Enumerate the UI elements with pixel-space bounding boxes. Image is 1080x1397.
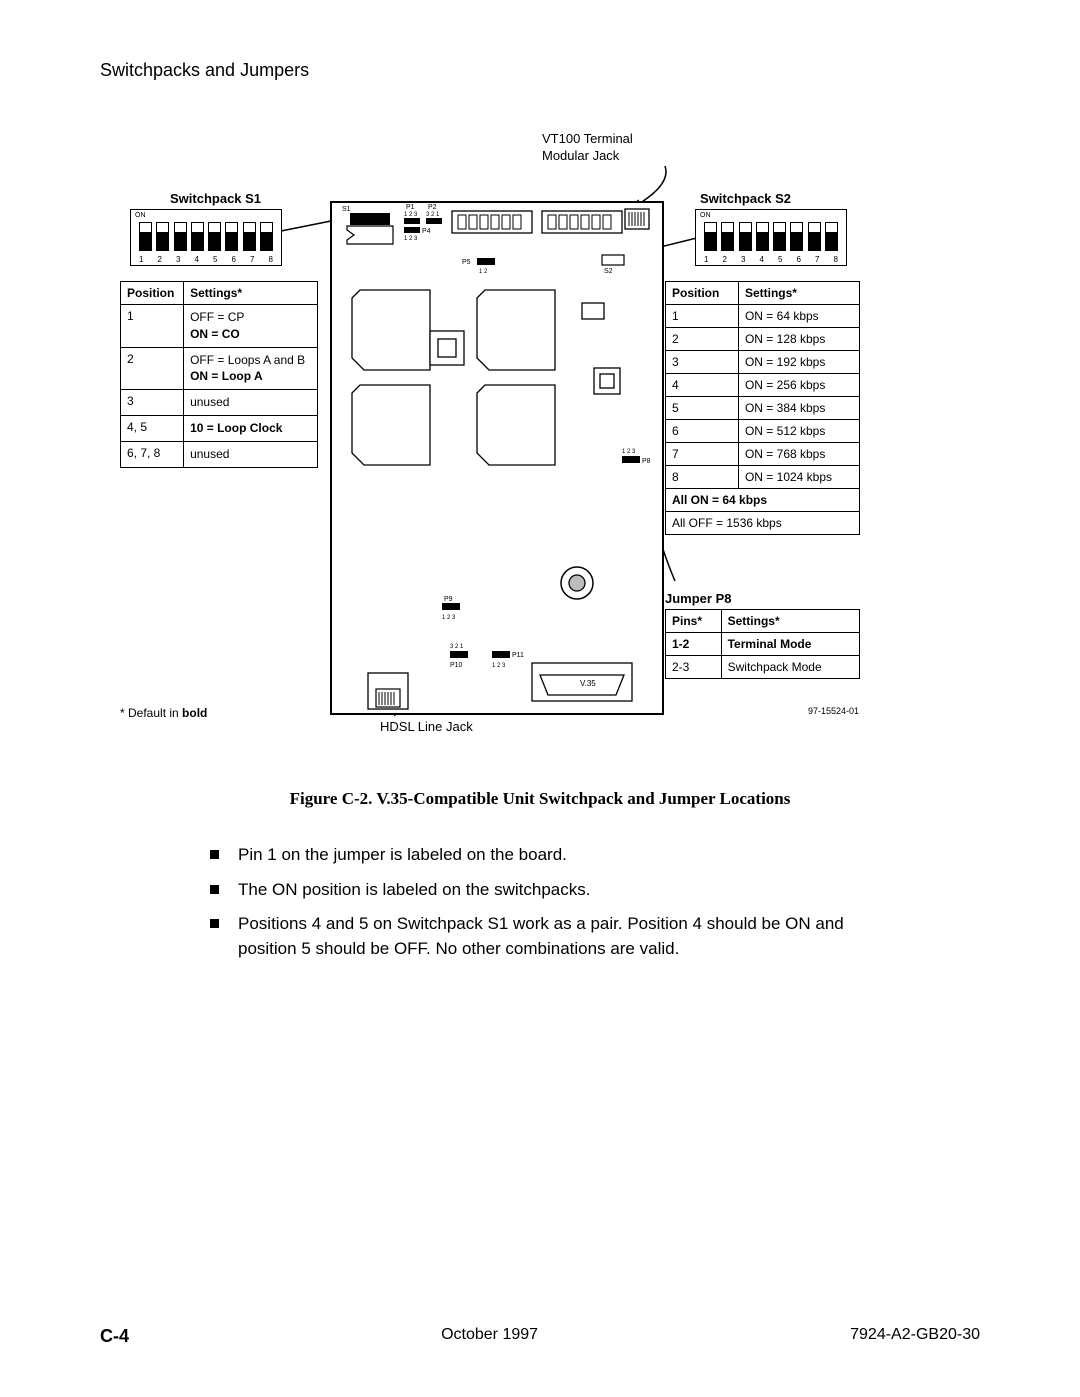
svg-text:1 2 3: 1 2 3 (492, 663, 506, 669)
dip-numbers: 12 34 56 78 (139, 255, 273, 264)
svg-text:1 2 3: 1 2 3 (622, 449, 636, 455)
s1-table: PositionSettings* 1OFF = CPON = CO2OFF =… (120, 281, 318, 468)
svg-text:3 2 1: 3 2 1 (426, 212, 440, 218)
svg-text:1 2: 1 2 (479, 269, 488, 275)
pcb-outline: S1 P1 P2 1 2 3 3 2 1 P4 1 2 3 (330, 201, 664, 715)
svg-text:1 2 3: 1 2 3 (404, 212, 418, 218)
svg-text:1 2 3: 1 2 3 (404, 236, 418, 242)
p8-title: Jumper P8 (665, 591, 731, 608)
svg-text:P5: P5 (462, 259, 471, 266)
note-item: Pin 1 on the jumper is labeled on the bo… (210, 843, 850, 868)
note-item: Positions 4 and 5 on Switchpack S1 work … (210, 912, 850, 961)
svg-text:P9: P9 (444, 596, 453, 603)
default-note: * Default in bold (120, 706, 207, 720)
svg-text:P1: P1 (406, 204, 415, 211)
p8-table: Pins*Settings* 1-2Terminal Mode2-3Switch… (665, 609, 860, 679)
note-item: The ON position is labeled on the switch… (210, 878, 850, 903)
s1-title: Switchpack S1 (170, 191, 261, 208)
hdsl-label: HDSL Line Jack (380, 719, 473, 736)
page-number: C-4 (100, 1326, 129, 1347)
notes-list: Pin 1 on the jumper is labeled on the bo… (210, 843, 850, 962)
dip-numbers: 12 34 56 78 (704, 255, 838, 264)
svg-text:3 2 1: 3 2 1 (450, 644, 464, 650)
dip-s2: ON 12 34 56 78 (695, 209, 847, 266)
page-footer: C-4 October 1997 7924-A2-GB20-30 (100, 1326, 980, 1347)
svg-text:1 2 3: 1 2 3 (442, 615, 456, 621)
footer-date: October 1997 (441, 1326, 538, 1347)
svg-text:P4: P4 (422, 228, 431, 235)
dip-on-label: ON (135, 212, 146, 219)
svg-text:S2: S2 (604, 268, 613, 275)
s1-ref: S1 (342, 206, 351, 213)
figure: VT100 Terminal Modular Jack Switchpack S… (120, 131, 960, 761)
s2-title: Switchpack S2 (700, 191, 791, 208)
svg-text:P10: P10 (450, 662, 463, 669)
svg-text:P2: P2 (428, 204, 437, 211)
drawing-id: 97-15524-01 (808, 706, 859, 716)
svg-text:P8: P8 (642, 458, 651, 465)
dip-s1: ON 12 34 56 78 (130, 209, 282, 266)
dip-on-label: ON (700, 212, 711, 219)
figure-caption: Figure C-2. V.35-Compatible Unit Switchp… (100, 789, 980, 809)
svg-text:P11: P11 (512, 652, 524, 659)
svg-text:V.35: V.35 (580, 679, 596, 688)
doc-number: 7924-A2-GB20-30 (850, 1326, 980, 1347)
section-header: Switchpacks and Jumpers (100, 60, 980, 81)
s2-table: PositionSettings* 1ON = 64 kbps2ON = 128… (665, 281, 860, 535)
vt100-label: VT100 Terminal Modular Jack (542, 131, 633, 165)
